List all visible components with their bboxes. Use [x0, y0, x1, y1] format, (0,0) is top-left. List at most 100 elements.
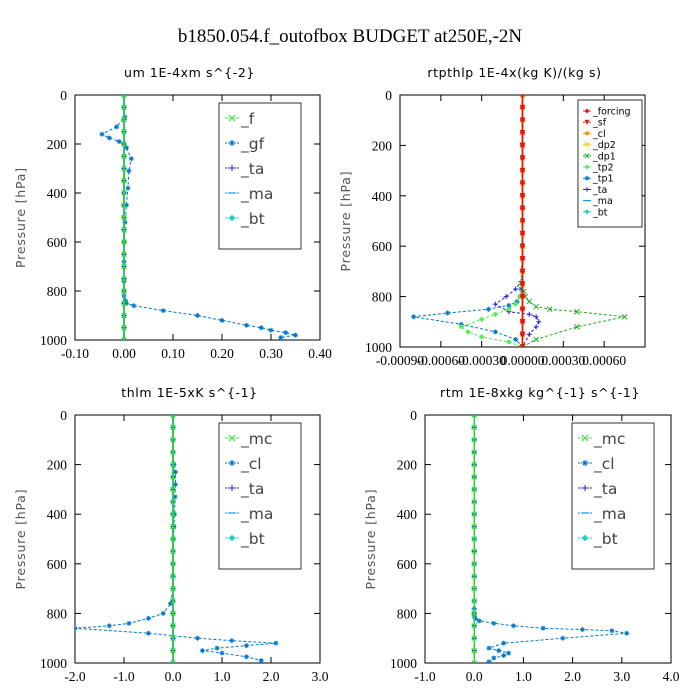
data-point: [533, 303, 539, 310]
data-point: [471, 474, 478, 480]
data-point: [121, 312, 127, 319]
data-point: [471, 647, 478, 654]
data-point: [214, 645, 220, 651]
data-point: [170, 622, 176, 629]
x-tick-label: 0.40: [308, 346, 332, 361]
data-point: [116, 139, 122, 145]
data-point: [485, 306, 491, 312]
y-tick-label: 600: [47, 235, 68, 250]
data-point: [278, 335, 284, 340]
y-tick-label: 200: [397, 458, 418, 473]
legend-item: _bt: [225, 210, 265, 229]
y-tick-label: 400: [372, 189, 393, 204]
legend-label: _sf: [592, 118, 607, 129]
plot-frame: [74, 94, 321, 341]
data-point: [533, 314, 539, 320]
data-point: [519, 167, 526, 174]
data-point: [121, 263, 127, 270]
x-tick-label: -1.0: [414, 669, 436, 684]
data-point: [121, 190, 127, 196]
x-tick-label: 0.0: [466, 669, 483, 684]
legend: _f _gf _ta _ma _bt: [218, 102, 302, 250]
data-point: [519, 243, 526, 250]
legend-item: _ta: [583, 185, 607, 196]
legend-label: _gf: [240, 135, 265, 154]
legend-label: _ta: [593, 480, 617, 499]
data-point: [519, 205, 526, 212]
data-point: [258, 325, 264, 331]
y-tick-label: 1000: [40, 333, 67, 348]
data-point: [170, 598, 176, 604]
data-point: [121, 95, 127, 98]
data-point: [244, 322, 249, 328]
legend-label: _bt: [592, 207, 608, 218]
data-point: [471, 486, 478, 493]
data-point: [171, 462, 177, 468]
legend-item: _ma: [225, 505, 273, 524]
data-point: [471, 585, 478, 592]
data-point: [476, 618, 482, 624]
data-point: [172, 494, 178, 500]
data-point: [471, 573, 478, 580]
data-point: [491, 655, 497, 661]
series-mc: [471, 415, 478, 663]
data-point: [126, 620, 132, 626]
legend-item: _dp1: [583, 151, 616, 162]
chart-panel-1: um 1E-4xm s^{-2} Pressure [hPa] -0.10 0.00 0…: [13, 65, 332, 361]
legend-label: _mc: [240, 430, 272, 449]
legend-label: _f: [240, 110, 255, 129]
series-mc: [170, 415, 176, 663]
legend-label: _ma: [240, 505, 273, 524]
data-point: [471, 548, 478, 555]
data-point: [219, 317, 225, 323]
legend-label: _dp2: [592, 140, 616, 151]
legend-item: _ma: [583, 196, 613, 207]
legend-item: _ta: [225, 480, 264, 499]
x-tick-label: 1.0: [515, 669, 532, 684]
data-point: [131, 303, 137, 309]
y-axis-label: Pressure [hPa]: [13, 167, 28, 268]
data-point: [170, 660, 176, 663]
x-tick-label: 0.00030: [541, 353, 585, 368]
plot-frame: [424, 414, 672, 664]
data-point: [171, 524, 177, 530]
y-tick-label: 200: [47, 137, 68, 152]
data-point: [121, 116, 127, 123]
data-point: [486, 659, 492, 663]
data-point: [501, 653, 507, 659]
y-tick-label: 1000: [40, 656, 67, 671]
data-point: [519, 117, 526, 124]
data-point: [121, 288, 127, 294]
data-point: [121, 275, 127, 282]
plot-area: [99, 95, 298, 340]
x-tick-label: 3.0: [312, 669, 329, 684]
data-point: [574, 308, 580, 315]
data-point: [519, 344, 526, 347]
data-point: [492, 329, 498, 335]
data-point: [75, 625, 78, 631]
legend-label: _ta: [592, 185, 607, 196]
data-point: [526, 298, 533, 305]
x-tick-label: 0.00060: [582, 353, 626, 368]
legend-label: _ta: [240, 160, 264, 179]
x-tick-label: -0.00060: [417, 353, 466, 368]
legend-item: _ma: [225, 185, 273, 204]
legend-box: [218, 422, 302, 570]
series-line: [460, 95, 523, 347]
data-point: [533, 324, 539, 330]
legend-label: _cl: [592, 129, 606, 140]
data-point: [195, 313, 200, 318]
data-point: [170, 436, 176, 443]
legend-item: _bt: [225, 530, 265, 549]
data-point: [123, 202, 129, 208]
data-point: [471, 424, 478, 431]
x-tick-label: -0.00030: [457, 353, 506, 368]
data-point: [170, 474, 176, 480]
data-point: [579, 627, 585, 633]
data-point: [506, 339, 512, 345]
legend-label: _mc: [593, 430, 625, 449]
data-point: [121, 104, 127, 111]
data-point: [170, 548, 176, 555]
data-point: [511, 623, 517, 629]
data-point: [170, 523, 176, 530]
